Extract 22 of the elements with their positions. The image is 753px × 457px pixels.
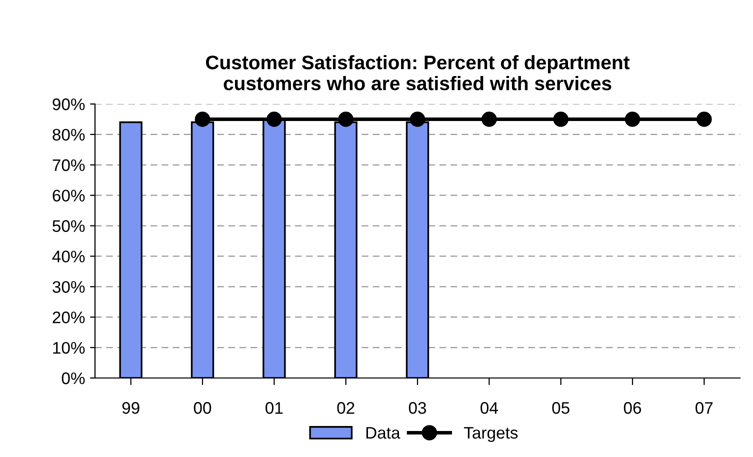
x-tick-label: 99 (122, 402, 140, 414)
x-tick-label: 04 (480, 402, 498, 414)
y-tick-label: 50% (52, 220, 85, 232)
x-tick-label: 05 (552, 402, 570, 414)
x-tick-label: 06 (624, 402, 642, 414)
legend-label: Data (366, 427, 400, 439)
x-tick-label: 02 (337, 402, 354, 414)
y-tick-label: 90% (52, 98, 85, 110)
y-tick-label: 10% (53, 342, 85, 354)
x-tick-label: 07 (696, 402, 713, 414)
x-tick-label: 01 (266, 402, 283, 414)
y-tick-label: 40% (52, 250, 85, 262)
y-tick-label: 0% (62, 372, 85, 384)
legend-label: Targets (464, 427, 518, 442)
y-tick-label: 70% (52, 159, 85, 172)
y-tick-label: 30% (52, 281, 85, 293)
y-tick-label: 20% (52, 312, 85, 324)
chart-title: Customer Satisfaction: Percent of department customers who are satisfied with services (206, 55, 630, 90)
y-tick-label: 80% (52, 128, 85, 141)
x-tick-label: 00 (194, 402, 212, 414)
y-tick-label: 60% (52, 190, 85, 202)
x-tick-label: 03 (408, 402, 426, 414)
